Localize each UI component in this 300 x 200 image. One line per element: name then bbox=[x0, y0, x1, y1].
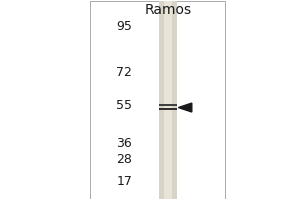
Bar bbox=[159, 1, 177, 199]
Text: 95: 95 bbox=[116, 20, 132, 33]
Bar bbox=[159, 104, 177, 106]
Bar bbox=[164, 1, 172, 199]
Text: 72: 72 bbox=[116, 66, 132, 79]
Bar bbox=[90, 1, 225, 199]
Text: 28: 28 bbox=[116, 153, 132, 166]
Polygon shape bbox=[178, 103, 192, 112]
Bar bbox=[159, 108, 177, 110]
Text: Ramos: Ramos bbox=[144, 3, 191, 17]
Text: 36: 36 bbox=[116, 137, 132, 150]
Text: 17: 17 bbox=[116, 175, 132, 188]
Text: 55: 55 bbox=[116, 99, 132, 112]
